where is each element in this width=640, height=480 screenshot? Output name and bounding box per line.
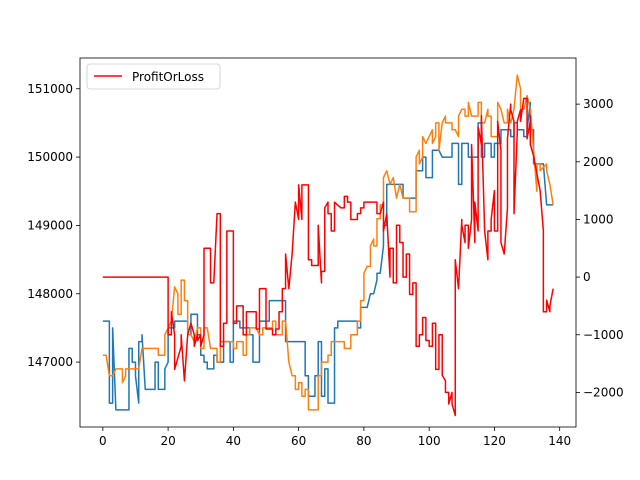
y-left-tick-label: 150000 [27, 150, 73, 164]
y-right-tick-label: 0 [583, 270, 591, 284]
y-left-tick-label: 149000 [27, 218, 73, 232]
y-left-tick-label: 151000 [27, 82, 73, 96]
y-left-tick-label: 148000 [27, 287, 73, 301]
x-tick-label: 60 [291, 434, 306, 448]
y-axis-right: −2000 −1000 0 1000 2000 3000 [576, 97, 624, 399]
y-left-tick-label: 147000 [27, 355, 73, 369]
x-tick-label: 0 [99, 434, 107, 448]
legend: ProfitOrLoss [86, 63, 221, 90]
axes-frame [79, 57, 577, 428]
series-line-1 [102, 101, 554, 411]
y-right-tick-label: 1000 [583, 212, 614, 226]
series-layer [102, 74, 554, 417]
legend-frame [86, 63, 221, 90]
x-tick-label: 20 [160, 434, 175, 448]
x-tick-label: 140 [548, 434, 571, 448]
y-right-tick-label: 2000 [583, 155, 614, 169]
x-tick-label: 100 [418, 434, 441, 448]
legend-label: ProfitOrLoss [132, 70, 204, 84]
plot-area [80, 58, 576, 427]
y-right-tick-label: −2000 [583, 385, 624, 399]
x-tick-label: 120 [483, 434, 506, 448]
y-axis-left: 147000 148000 149000 150000 151000 [27, 82, 80, 369]
x-tick-label: 40 [226, 434, 241, 448]
x-axis: 0 20 40 60 80 100 120 140 [99, 427, 571, 448]
y-right-tick-label: −1000 [583, 328, 624, 342]
y-right-tick-label: 3000 [583, 97, 614, 111]
series-line-3 [102, 97, 554, 417]
x-tick-label: 80 [356, 434, 371, 448]
